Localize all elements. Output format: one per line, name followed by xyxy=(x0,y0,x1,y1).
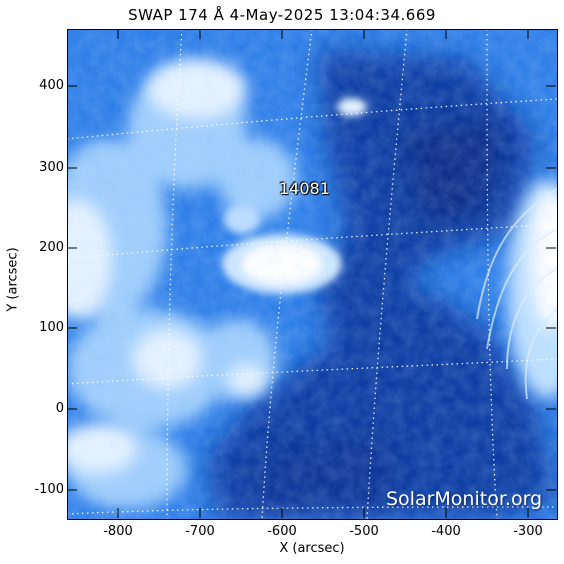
x-tick-label: -400 xyxy=(431,524,461,539)
solar-image xyxy=(67,29,557,519)
x-tick-label: -700 xyxy=(185,524,215,539)
y-tick-label: 300 xyxy=(39,160,64,175)
active-region-label: 14081 xyxy=(279,179,330,198)
y-tick-label: 400 xyxy=(39,78,64,93)
x-tick-label: -600 xyxy=(267,524,297,539)
y-tick-label: 100 xyxy=(39,320,64,335)
x-tick-label: -300 xyxy=(513,524,543,539)
y-axis-title: Y (arcsec) xyxy=(5,247,21,312)
x-tick-label: -800 xyxy=(103,524,133,539)
y-tick-label: -100 xyxy=(34,482,64,497)
y-tick-label: 0 xyxy=(55,401,64,416)
image-title: SWAP 174 Å 4-May-2025 13:04:34.669 xyxy=(128,6,436,24)
x-axis-title: X (arcsec) xyxy=(279,541,345,556)
y-tick-label: 200 xyxy=(39,240,64,255)
watermark: SolarMonitor.org xyxy=(386,488,543,510)
x-tick-label: -500 xyxy=(349,524,379,539)
